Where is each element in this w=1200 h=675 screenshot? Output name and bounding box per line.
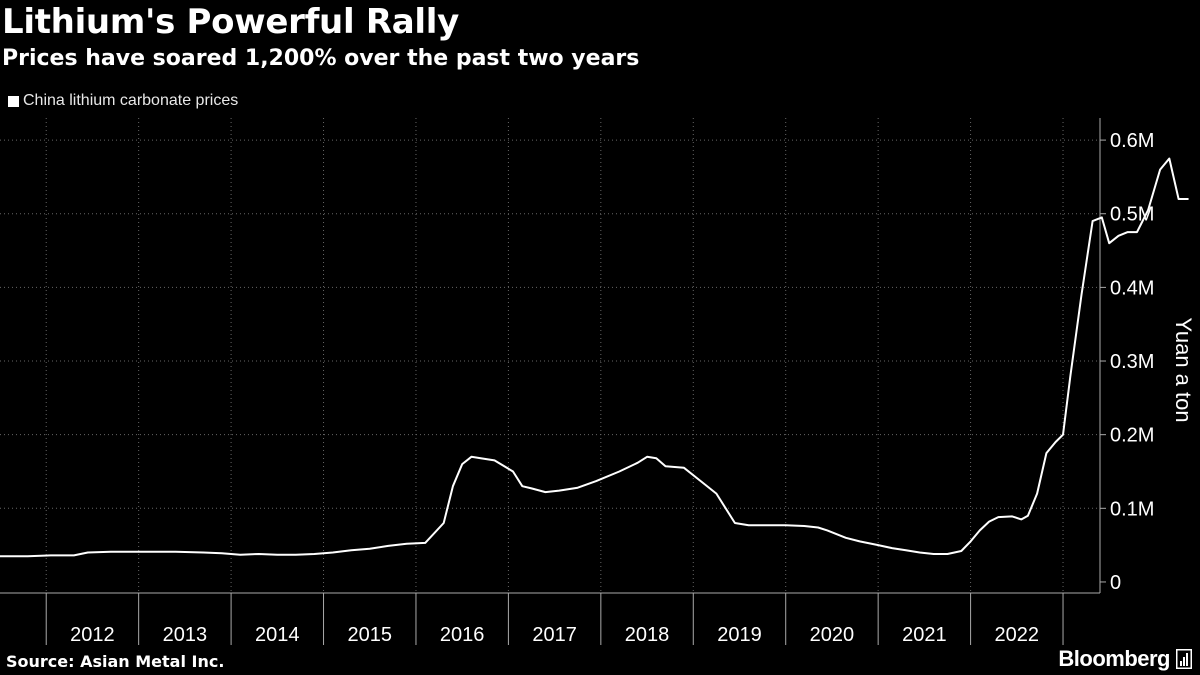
y-tick-label: 0.4M [1110, 277, 1154, 299]
chart-legend: China lithium carbonate prices [8, 92, 238, 110]
x-tick-label: 2015 [347, 624, 392, 646]
x-tick-label: 2017 [532, 624, 577, 646]
y-tick-label: 0 [1110, 572, 1121, 594]
x-tick-label: 2018 [625, 624, 670, 646]
x-tick-label: 2019 [717, 624, 762, 646]
series-layer [0, 157, 1189, 558]
legend-swatch [8, 95, 19, 107]
y-tick-label: 0.6M [1110, 130, 1154, 152]
y-tick-label: 0.5M [1110, 204, 1154, 226]
label-layer: 0 0.1M 0.2M 0.3M 0.4M 0.5M 0.6M 2012 2013 2014 201… [70, 130, 1196, 646]
x-tick-label: 2012 [70, 624, 115, 646]
bloomberg-terminal-icon [1176, 649, 1192, 669]
brand-name: Bloomberg [1058, 646, 1170, 671]
grid-layer [0, 118, 1100, 593]
chart-title: Lithium's Powerful Rally [2, 2, 459, 42]
legend-label: China lithium carbonate prices [23, 92, 239, 109]
x-tick-label: 2021 [902, 624, 947, 646]
chart-subtitle: Prices have soared 1,200% over the past … [2, 46, 640, 71]
x-tick-label: 2022 [995, 624, 1040, 646]
x-tick-label: 2016 [440, 624, 485, 646]
x-tick-label: 2020 [810, 624, 855, 646]
y-tick-label: 0.1M [1110, 498, 1154, 520]
y-tick-label: 0.3M [1110, 351, 1154, 373]
x-tick-label: 2014 [255, 624, 300, 646]
y-axis-title: Yuan a ton [1171, 317, 1196, 422]
bloomberg-logo: Bloomberg [1058, 646, 1192, 672]
x-tick-label: 2013 [163, 624, 208, 646]
source-note: Source: Asian Metal Inc. [6, 652, 225, 671]
axis-layer [0, 118, 1106, 645]
series-line-lithium-carbonate [0, 157, 1189, 558]
y-tick-label: 0.2M [1110, 425, 1154, 447]
